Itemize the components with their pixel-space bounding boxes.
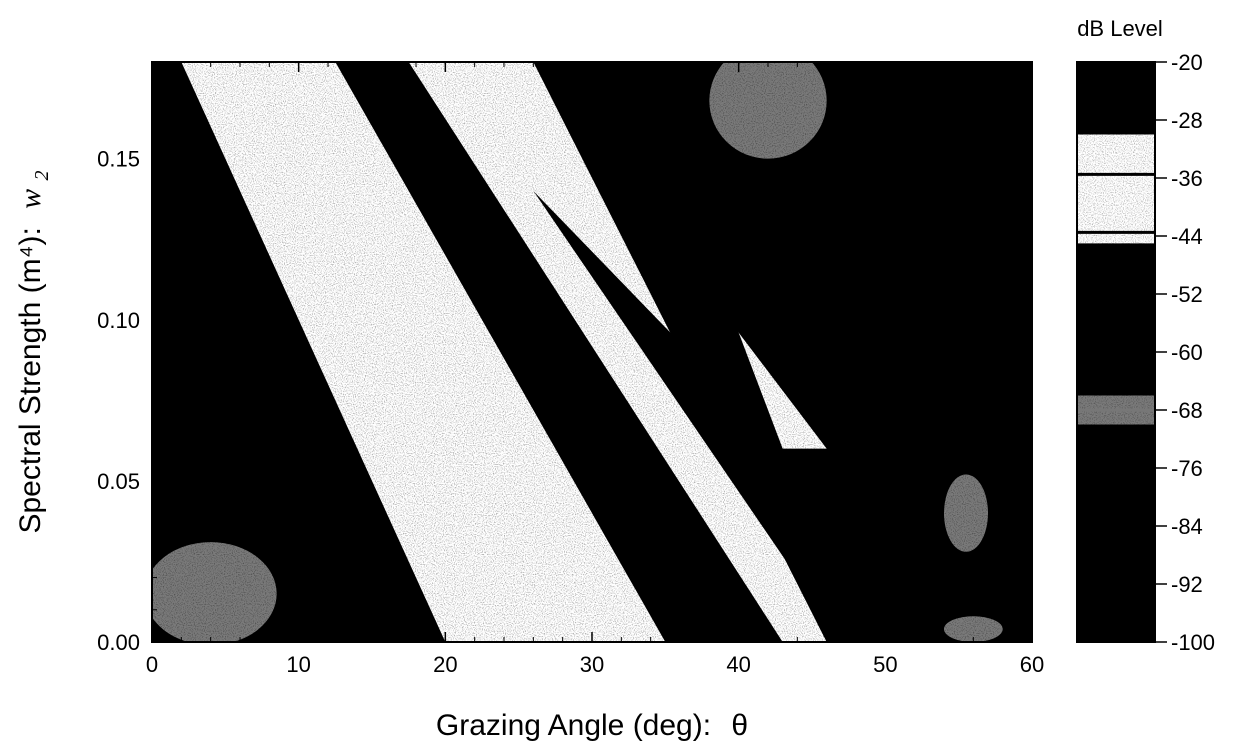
plot-area <box>151 61 1033 643</box>
y-axis-label: Spectral Strength (m⁴): <box>14 227 47 533</box>
colorbar-speckle <box>1077 62 1155 642</box>
colorbar-tick-label: -20 <box>1171 50 1203 75</box>
colorbar-contour-lines <box>1077 172 1155 412</box>
y-axis-symbol: w <box>14 189 47 209</box>
colorbar-tick-label: -100 <box>1171 630 1215 655</box>
plot-speckle-overlay <box>152 62 1032 642</box>
x-tick-label: 0 <box>146 652 158 677</box>
colorbar-title: dB Level <box>1077 16 1163 41</box>
y-tick-label: 0.05 <box>97 469 140 494</box>
speckle-texture <box>152 62 1032 642</box>
x-axis-title: Grazing Angle (deg): θ <box>436 709 748 742</box>
x-tick-label: 60 <box>1020 652 1044 677</box>
colorbar-tick-label: -44 <box>1171 224 1203 249</box>
y-axis: 0.00 0.05 0.10 0.15 <box>97 61 1032 655</box>
x-tick-label: 30 <box>580 652 604 677</box>
x-axis: 0 10 20 30 40 50 60 <box>146 62 1044 677</box>
x-tick-label: 20 <box>433 652 457 677</box>
y-tick-label: 0.00 <box>97 630 140 655</box>
colorbar-tick-label: -92 <box>1171 572 1203 597</box>
x-tick-label: 40 <box>726 652 750 677</box>
colorbar-tick-label: -68 <box>1171 398 1203 423</box>
x-tick-label: 50 <box>873 652 897 677</box>
x-tick-label: 10 <box>286 652 310 677</box>
colorbar-tick-label: -36 <box>1171 166 1203 191</box>
colorbar-tick-label: -52 <box>1171 282 1203 307</box>
colorbar-tick-label: -84 <box>1171 514 1203 539</box>
colorbar-ticks: -20 -28 -36 -44 -52 -60 -68 -76 -84 -92 -100 <box>1155 50 1215 655</box>
colorbar-speckle-overlay <box>1077 62 1155 642</box>
y-tick-label: 0.10 <box>97 308 140 333</box>
y-axis-symbol-subscript: 2 <box>31 170 53 180</box>
colorbar-tick-label: -60 <box>1171 340 1203 365</box>
colorbar-tick-label: -28 <box>1171 108 1203 133</box>
colorbar-tick-label: -76 <box>1171 456 1203 481</box>
x-axis-label: Grazing Angle (deg): <box>436 709 711 742</box>
y-tick-label: 0.15 <box>97 147 140 172</box>
colorbar: dB Level -20-28-36-44-52-60-68-76-84-92-… <box>1076 16 1215 655</box>
x-axis-symbol: θ <box>731 709 748 742</box>
y-axis-title: Spectral Strength (m⁴): w 2 <box>14 170 53 533</box>
